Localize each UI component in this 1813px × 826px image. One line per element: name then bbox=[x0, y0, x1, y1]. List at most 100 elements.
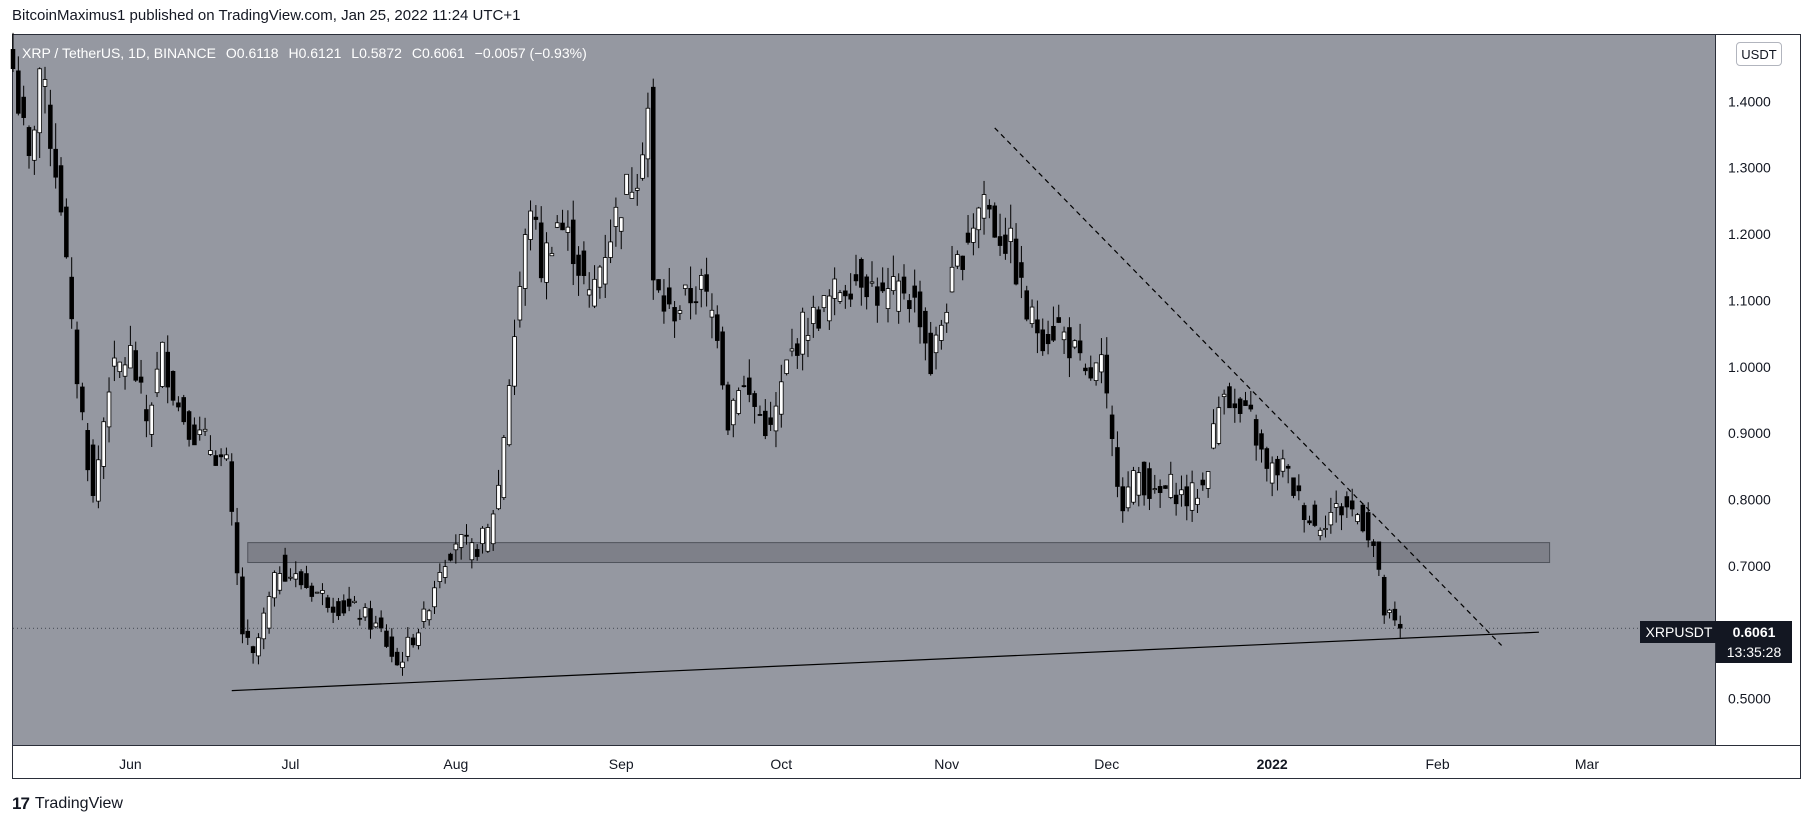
legend-o-label: O bbox=[225, 45, 237, 61]
candle-body bbox=[96, 459, 101, 502]
y-tick-label: 1.4000 bbox=[1728, 93, 1771, 109]
candle-body bbox=[416, 632, 421, 646]
candle-body bbox=[720, 331, 725, 386]
y-tick-label: 1.0000 bbox=[1728, 359, 1771, 375]
candle-body bbox=[304, 573, 309, 588]
candle-body bbox=[48, 104, 53, 149]
candle-body bbox=[16, 70, 21, 114]
candle-body bbox=[1216, 407, 1222, 444]
candle-body bbox=[512, 336, 517, 387]
candle-body bbox=[864, 276, 869, 298]
candle-body bbox=[650, 86, 656, 281]
descending-resistance-line bbox=[994, 127, 1503, 646]
candle-body bbox=[554, 222, 560, 228]
candle-body bbox=[218, 454, 224, 458]
candle-body bbox=[192, 424, 197, 446]
candle-body bbox=[501, 437, 507, 498]
candle-body bbox=[939, 324, 944, 341]
candle-body bbox=[1211, 423, 1216, 449]
candle-body bbox=[26, 127, 32, 156]
x-tick-label: Feb bbox=[1425, 756, 1449, 772]
candle-body bbox=[277, 573, 283, 591]
candle-body bbox=[757, 414, 763, 416]
candle-body bbox=[624, 173, 629, 195]
candle-body bbox=[917, 291, 923, 328]
candle-body bbox=[1141, 461, 1147, 496]
candle-body bbox=[384, 630, 389, 647]
candle-body bbox=[170, 370, 176, 401]
candle-body bbox=[965, 232, 971, 243]
y-tick-label: 0.9000 bbox=[1728, 425, 1771, 441]
candle-body bbox=[64, 206, 69, 258]
candle-body bbox=[266, 596, 272, 629]
candle-body bbox=[709, 309, 715, 318]
currency-unit-button[interactable]: USDT bbox=[1736, 42, 1782, 66]
candle-body bbox=[448, 553, 453, 561]
candle-body bbox=[1392, 608, 1398, 621]
candle-body bbox=[1051, 325, 1056, 341]
candle-body bbox=[208, 450, 213, 455]
candle-body bbox=[549, 253, 555, 257]
candle-body bbox=[1168, 473, 1174, 498]
legend-h-label: H bbox=[288, 45, 299, 61]
y-tick-label: 0.8000 bbox=[1728, 491, 1771, 507]
candle-body bbox=[800, 311, 805, 355]
candle-body bbox=[1291, 477, 1296, 496]
candle-body bbox=[1280, 458, 1286, 472]
ohlc-legend: XRP / TetherUS, 1D, BINANCE O0.6118 H0.6… bbox=[22, 45, 587, 61]
candle-body bbox=[74, 329, 80, 385]
legend-change: −0.0057 (−0.93%) bbox=[474, 45, 587, 61]
candle-body bbox=[362, 607, 368, 618]
candle-body bbox=[768, 417, 773, 425]
candle-body bbox=[69, 276, 74, 320]
candle-body bbox=[149, 404, 154, 435]
candle-body bbox=[715, 314, 720, 341]
candle-body bbox=[576, 254, 581, 276]
candle-body bbox=[560, 222, 565, 231]
bar-countdown: 13:35:28 bbox=[1726, 644, 1782, 660]
candle-body bbox=[1184, 486, 1190, 507]
time-scale[interactable] bbox=[12, 746, 1801, 779]
y-tick-label: 1.3000 bbox=[1728, 160, 1771, 176]
candle-body bbox=[741, 385, 747, 388]
candle-body bbox=[346, 598, 352, 607]
candle-body bbox=[80, 386, 85, 413]
candle-body bbox=[1371, 541, 1376, 546]
candle-body bbox=[677, 310, 683, 314]
candle-body bbox=[1312, 504, 1318, 526]
y-tick-label: 1.2000 bbox=[1728, 226, 1771, 242]
candle-body bbox=[693, 301, 699, 304]
candle-body bbox=[912, 285, 917, 298]
legend-c-label: C bbox=[411, 45, 422, 61]
candle-body bbox=[117, 361, 122, 373]
candle-body bbox=[528, 210, 533, 240]
candle-body bbox=[1152, 488, 1158, 491]
candle-body bbox=[538, 222, 544, 279]
candle-body bbox=[1237, 398, 1243, 414]
candle-body bbox=[928, 332, 933, 375]
candle-body bbox=[869, 281, 875, 284]
candle-body bbox=[811, 306, 816, 324]
chart-pane[interactable] bbox=[12, 34, 1716, 746]
candle-body bbox=[923, 310, 928, 344]
candle-body bbox=[1136, 472, 1142, 496]
candle-body bbox=[202, 428, 208, 432]
candle-body bbox=[634, 187, 640, 191]
candle-body bbox=[629, 191, 635, 199]
candle-body bbox=[1365, 512, 1371, 541]
candle-body bbox=[112, 357, 117, 367]
candle-body bbox=[293, 573, 299, 580]
x-tick-label: Aug bbox=[443, 756, 468, 772]
candle-body bbox=[432, 587, 437, 608]
candle-body bbox=[1120, 486, 1126, 512]
candle-body bbox=[357, 617, 363, 620]
candle-body bbox=[1221, 393, 1227, 398]
candle-body bbox=[128, 345, 133, 369]
candle-body bbox=[1179, 489, 1184, 496]
y-tick-label: 0.5000 bbox=[1728, 691, 1771, 707]
candle-body bbox=[181, 397, 187, 423]
x-tick-label: Nov bbox=[934, 756, 959, 772]
candle-body bbox=[1243, 400, 1248, 406]
candle-body bbox=[795, 343, 800, 356]
